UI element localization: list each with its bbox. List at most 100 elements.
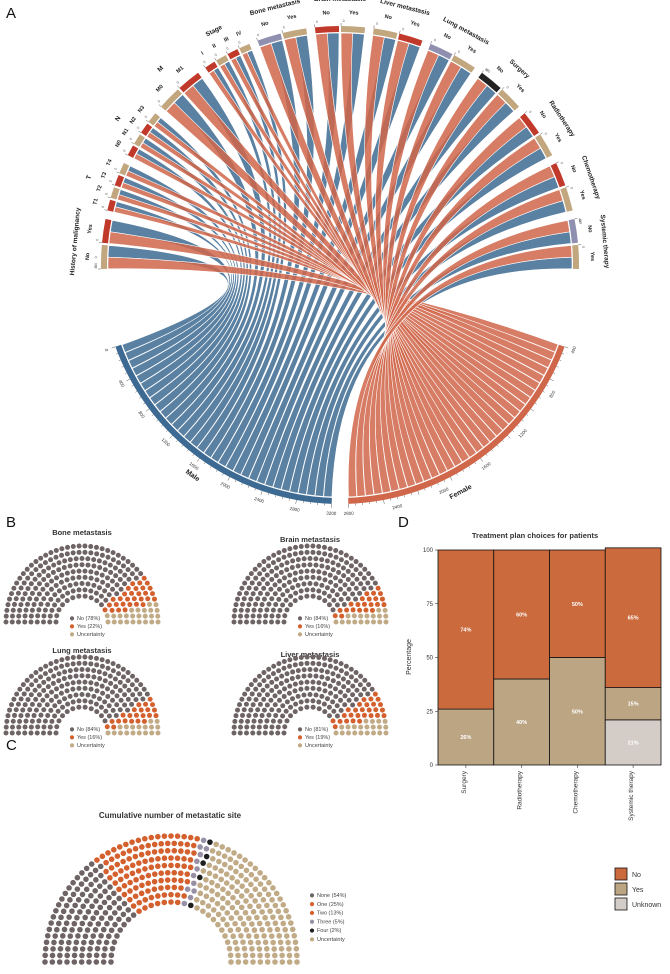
seat-dot bbox=[266, 601, 272, 607]
seat-dot bbox=[284, 678, 290, 684]
zero-tick-label: 0 bbox=[581, 246, 585, 248]
seat-dot bbox=[120, 563, 126, 569]
seat-dot bbox=[155, 856, 161, 862]
seat-dot bbox=[46, 565, 52, 571]
seat-dot bbox=[25, 601, 31, 607]
seat-dot bbox=[275, 619, 281, 625]
sector-5-level-1 bbox=[282, 28, 308, 39]
seat-dot bbox=[45, 713, 51, 719]
seat-dot bbox=[112, 565, 118, 571]
seat-dot bbox=[241, 707, 247, 713]
seat-dot bbox=[76, 587, 82, 593]
seat-dot bbox=[91, 693, 97, 699]
seat-dot bbox=[80, 903, 86, 910]
seat-dot bbox=[31, 602, 37, 608]
seat-dot bbox=[20, 571, 26, 577]
seat-dot bbox=[346, 730, 351, 736]
seat-dot bbox=[101, 879, 108, 885]
seat-dot bbox=[184, 841, 191, 848]
seat-dot bbox=[344, 607, 350, 613]
seat-dot bbox=[330, 567, 336, 573]
seat-dot bbox=[29, 718, 35, 724]
seat-dot bbox=[369, 718, 375, 724]
seat-dot bbox=[120, 674, 126, 680]
seat-dot bbox=[251, 607, 257, 613]
seat-dot bbox=[49, 952, 56, 959]
female-axis-tick bbox=[480, 458, 483, 462]
seat-dot bbox=[64, 709, 70, 715]
bar-no bbox=[437, 549, 495, 710]
seat-dot bbox=[70, 879, 76, 886]
seat-dot bbox=[272, 902, 279, 909]
seat-dot bbox=[118, 730, 123, 736]
liver-legend-dot-2 bbox=[297, 743, 303, 748]
sector-label: Surgery bbox=[508, 58, 531, 80]
seat-dot bbox=[235, 596, 241, 602]
seat-dot bbox=[105, 693, 111, 699]
seat-dot bbox=[73, 939, 80, 946]
seat-dot bbox=[266, 666, 272, 672]
seat-dot bbox=[214, 891, 221, 898]
seat-dot bbox=[301, 556, 307, 562]
male-axis-tick-label: 2800 bbox=[289, 506, 300, 513]
seat-dot bbox=[76, 654, 82, 660]
seat-dot bbox=[261, 678, 267, 684]
seat-dot bbox=[153, 602, 159, 608]
seat-dot bbox=[73, 692, 79, 698]
seat-dot bbox=[115, 663, 121, 669]
level-label: No bbox=[495, 65, 505, 75]
seat-dot bbox=[280, 592, 286, 598]
seat-dot bbox=[233, 602, 239, 608]
seat-dot bbox=[272, 959, 278, 965]
seat-dot bbox=[263, 946, 270, 952]
male-axis-tick bbox=[216, 469, 218, 472]
seat-dot bbox=[279, 673, 285, 679]
seat-dot bbox=[103, 859, 109, 866]
seat-dot bbox=[260, 687, 266, 693]
seat-dot bbox=[257, 607, 263, 613]
seat-dot bbox=[276, 697, 282, 703]
seat-dot bbox=[88, 686, 94, 692]
seat-dot bbox=[135, 718, 141, 724]
seat-dot bbox=[107, 915, 114, 921]
seat-dot bbox=[292, 688, 298, 694]
bar-data-label: 26% bbox=[460, 735, 471, 741]
seat-dot bbox=[117, 613, 123, 619]
seat-dot bbox=[338, 697, 344, 703]
seat-dot bbox=[42, 952, 48, 959]
seat-dot bbox=[12, 712, 18, 718]
seat-dot bbox=[130, 903, 137, 909]
seat-dot bbox=[139, 844, 145, 850]
seat-dot bbox=[55, 901, 62, 908]
seat-dot bbox=[351, 613, 357, 619]
seat-dot bbox=[310, 704, 316, 710]
seat-dot bbox=[155, 724, 161, 730]
seat-dot bbox=[90, 915, 96, 922]
seat-dot bbox=[28, 613, 34, 619]
seat-dot bbox=[271, 663, 277, 669]
seat-dot bbox=[276, 596, 282, 602]
seat-dot bbox=[293, 655, 299, 661]
seat-dot bbox=[262, 619, 268, 625]
seat-dot bbox=[382, 718, 388, 724]
seat-dot bbox=[210, 916, 217, 923]
seat-dot bbox=[298, 680, 304, 686]
seat-dot bbox=[87, 921, 93, 927]
sector-9-level-1 bbox=[498, 89, 519, 111]
seat-dot bbox=[233, 909, 240, 916]
seat-dot bbox=[279, 562, 285, 568]
seat-dot bbox=[249, 580, 255, 586]
seat-dot bbox=[94, 570, 100, 576]
seat-dot bbox=[82, 654, 88, 660]
seat-dot bbox=[70, 569, 76, 575]
seat-dot bbox=[136, 860, 142, 866]
seat-dot bbox=[271, 952, 278, 959]
seat-dot bbox=[226, 945, 233, 952]
seat-dot bbox=[138, 707, 144, 713]
seat-dot bbox=[307, 667, 313, 672]
zero-tick-label: 0 bbox=[95, 239, 99, 241]
seat-dot bbox=[375, 696, 381, 702]
seat-dot bbox=[28, 673, 34, 679]
seat-dot bbox=[48, 661, 54, 667]
